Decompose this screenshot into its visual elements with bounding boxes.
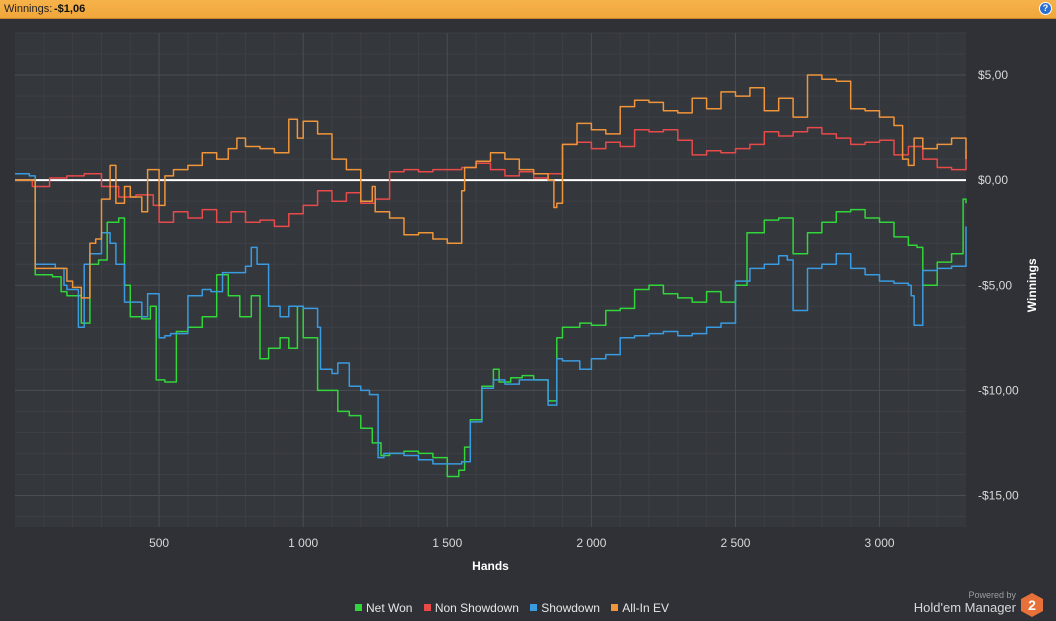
plot-area: [15, 33, 966, 527]
legend-item-net-won[interactable]: Net Won: [355, 601, 412, 615]
help-icon[interactable]: ?: [1039, 2, 1052, 15]
y-tick-label: $5,00: [978, 68, 1008, 82]
legend-swatch: [423, 604, 431, 611]
x-tick-label: 2 000: [576, 536, 606, 550]
x-tick-label: 1 500: [432, 536, 462, 550]
winnings-label: Winnings:: [4, 3, 53, 15]
title-bar: Winnings: -$1,06 ?: [0, 0, 1056, 19]
legend-item-all-in-ev[interactable]: All-In EV: [611, 601, 669, 615]
y-tick-label: -$10,00: [978, 383, 1019, 397]
legend-swatch: [611, 604, 619, 611]
holdem-manager-logo-icon: 2: [1021, 593, 1043, 617]
legend-label: All-In EV: [622, 601, 669, 615]
legend-label: Net Won: [366, 601, 413, 615]
winnings-chart: 500 1 000 1 500 2 000 2 500 3 000 $5,00 $0,00 -$…: [15, 32, 1039, 573]
x-tick-label: 1 000: [288, 536, 318, 550]
series-line-non-showdown: [15, 126, 967, 228]
legend-item-non-showdown[interactable]: Non Showdown: [423, 601, 519, 615]
legend-swatch: [530, 604, 538, 611]
legend-item-showdown[interactable]: Showdown: [530, 601, 600, 615]
legend-label: Showdown: [541, 601, 600, 615]
powered-by-text: Powered by: [968, 590, 1016, 600]
winnings-value: -$1,06: [54, 3, 86, 15]
x-tick-label: 3 000: [865, 536, 895, 550]
legend-swatch: [355, 604, 362, 611]
x-tick-label: 500: [149, 536, 169, 550]
legend-label: Non Showdown: [434, 601, 519, 615]
series-line-all-in-ev: [15, 74, 967, 299]
brand-name: Hold'em Manager: [913, 600, 1016, 615]
brand-block: Powered by Hold'em Manager: [914, 590, 1016, 615]
x-tick-label: 2 500: [720, 536, 750, 550]
y-tick-label: -$5,00: [978, 278, 1012, 292]
y-tick-label: -$15,00: [978, 488, 1019, 502]
x-axis-label: Hands: [472, 559, 509, 573]
series-line-net-won: [15, 179, 967, 478]
y-axis-label: Winnings: [1025, 258, 1039, 312]
y-tick-label: $0,00: [978, 173, 1008, 187]
chart-legend: Net Won Non Showdown Showdown All-In EV: [355, 601, 677, 615]
series-line-showdown: [15, 173, 967, 465]
